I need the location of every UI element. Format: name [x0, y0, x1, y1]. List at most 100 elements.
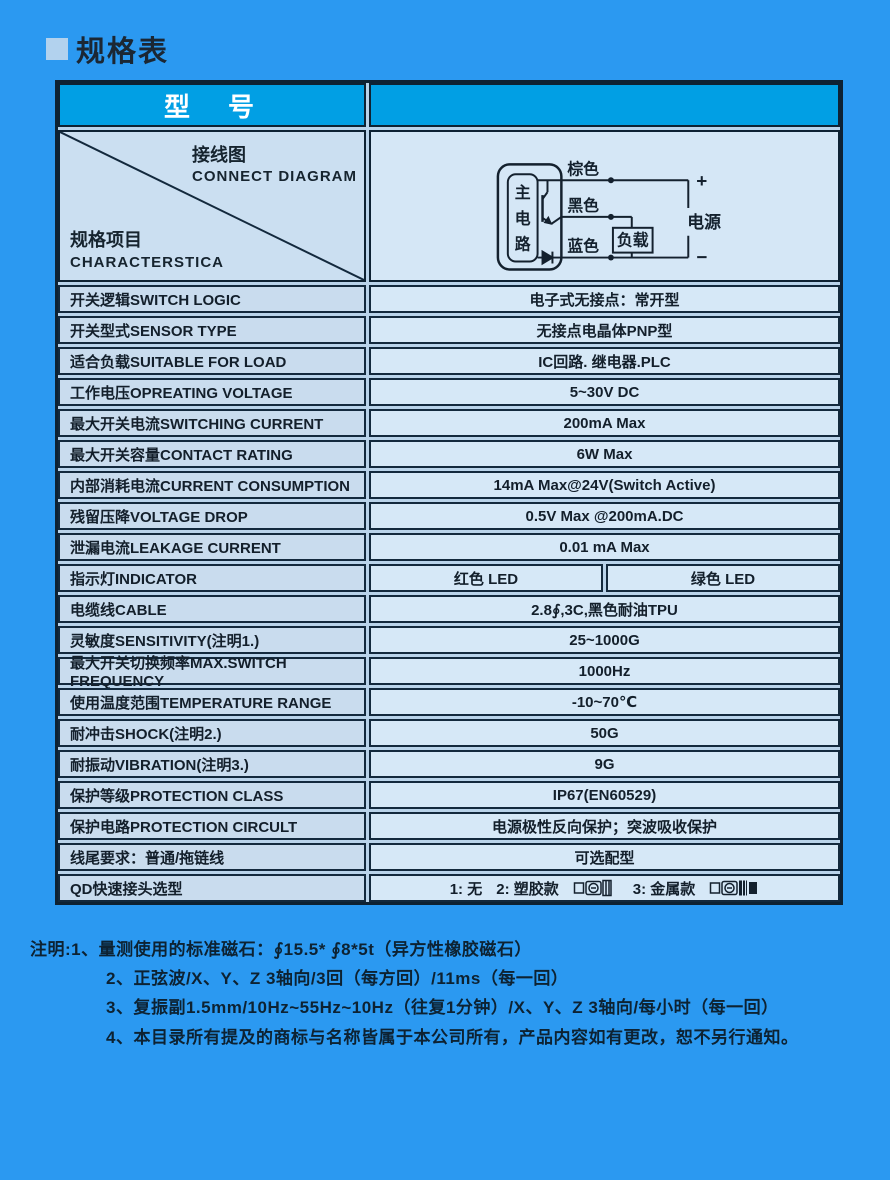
row-value: 200mA Max	[369, 409, 840, 437]
row-value: 5~30V DC	[369, 378, 840, 406]
row-value: 9G	[369, 750, 840, 778]
spec-table: 型 号 接线图 CONNECT DIAGRAM 规格项目 CHARACTERST…	[55, 80, 843, 905]
row-label: 最大开关切换频率MAX.SWITCH FREQUENCY	[58, 655, 366, 690]
row-value: 电子式无接点：常开型	[369, 285, 840, 313]
row-label: 保护等级PROTECTION CLASS	[58, 781, 366, 809]
diagram-row: 接线图 CONNECT DIAGRAM 规格项目 CHARACTERSTICA	[58, 130, 840, 282]
row-value: 50G	[369, 719, 840, 747]
qd-option: 1: 无	[449, 880, 483, 898]
title-square-icon	[46, 38, 68, 60]
row-label: 线尾要求：普通/拖链线	[58, 843, 366, 871]
table-row: 线尾要求：普通/拖链线 可选配型	[58, 843, 840, 871]
table-row: 保护电路PROTECTION CIRCULT 电源极性反向保护；突波吸收保护	[58, 812, 840, 840]
notes-block: 注明:1、量测使用的标准磁石：∮15.5* ∮8*5t（异方性橡胶磁石） 2、正…	[30, 935, 890, 1052]
row-value: 无接点电晶体PNP型	[369, 316, 840, 344]
corner-header-cell: 接线图 CONNECT DIAGRAM 规格项目 CHARACTERSTICA	[58, 130, 366, 282]
row-value: 红色 LED	[369, 564, 603, 592]
row-value: 1000Hz	[369, 657, 840, 685]
table-row: 适合负载SUITABLE FOR LOAD IC回路. 继电器.PLC	[58, 347, 840, 375]
row-value: 0.01 mA Max	[369, 533, 840, 561]
minus-terminal: −	[696, 247, 707, 268]
table-row: 耐振动VIBRATION(注明3.) 9G	[58, 750, 840, 778]
load-label: 负载	[617, 231, 649, 250]
row-value: IP67(EN60529)	[369, 781, 840, 809]
table-row: 最大开关电流SWITCHING CURRENT 200mA Max	[58, 409, 840, 437]
circuit-char-3: 路	[515, 235, 531, 254]
row-label: 开关型式SENSOR TYPE	[58, 316, 366, 344]
row-value: 可选配型	[369, 843, 840, 871]
connect-diagram-zh: 接线图	[192, 145, 246, 165]
table-row: 保护等级PROTECTION CLASS IP67(EN60529)	[58, 781, 840, 809]
row-value: 电源极性反向保护；突波吸收保护	[369, 812, 840, 840]
table-row: 泄漏电流LEAKAGE CURRENT 0.01 mA Max	[58, 533, 840, 561]
note-4: 4、本目录所有提及的商标与名称皆属于本公司所有，产品内容如有更改，恕不另行通知。	[106, 1027, 799, 1047]
spec-rows: 开关逻辑SWITCH LOGIC 电子式无接点：常开型 开关型式SENSOR TYP…	[58, 285, 840, 902]
characteristics-zh: 规格项目	[70, 230, 142, 251]
plus-terminal: +	[696, 170, 707, 191]
table-row: QD快速接头选型 1: 无 2: 塑胶款 3: 金属款	[58, 874, 840, 902]
diagonal-divider-line	[60, 132, 364, 280]
row-value: IC回路. 继电器.PLC	[369, 347, 840, 375]
row-label: 最大开关电流SWITCHING CURRENT	[58, 409, 366, 437]
row-label: 耐冲击SHOCK(注明2.)	[58, 719, 366, 747]
corner-connect-diagram-label: 接线图 CONNECT DIAGRAM	[192, 144, 357, 187]
row-label: 耐振动VIBRATION(注明3.)	[58, 750, 366, 778]
table-row: 电缆线CABLE 2.8∮,3C,黑色耐油TPU	[58, 595, 840, 623]
note-3: 3、复振副1.5mm/10Hz~55Hz~10Hz（往复1分钟）/X、Y、Z 3…	[106, 998, 779, 1018]
row-value: 0.5V Max @200mA.DC	[369, 502, 840, 530]
row-value: 6W Max	[369, 440, 840, 468]
row-label: 电缆线CABLE	[58, 595, 366, 623]
table-row: 残留压降VOLTAGE DROP 0.5V Max @200mA.DC	[58, 502, 840, 530]
table-row: 工作电压OPREATING VOLTAGE 5~30V DC	[58, 378, 840, 406]
table-row: 耐冲击SHOCK(注明2.) 50G	[58, 719, 840, 747]
row-value: 绿色 LED	[606, 564, 840, 592]
table-row: 开关型式SENSOR TYPE 无接点电晶体PNP型	[58, 316, 840, 344]
row-value: -10~70℃	[369, 688, 840, 716]
row-value: 14mA Max@24V(Switch Active)	[369, 471, 840, 499]
wiring-diagram: 主 电 路 棕色 黑色 蓝色 负载 电源 + −	[496, 159, 721, 271]
black-wire-label: 黑色	[567, 196, 599, 215]
model-header-cell: 型 号	[58, 83, 366, 127]
row-value: 2.8∮,3C,黑色耐油TPU	[369, 595, 840, 623]
row-label: 使用温度范围TEMPERATURE RANGE	[58, 688, 366, 716]
row-label: 指示灯INDICATOR	[58, 564, 366, 592]
power-label: 电源	[687, 212, 721, 232]
model-value-cell	[369, 83, 840, 127]
row-label: 残留压降VOLTAGE DROP	[58, 502, 366, 530]
row-label: 适合负载SUITABLE FOR LOAD	[58, 347, 366, 375]
table-header-row: 型 号	[58, 83, 840, 127]
qd-option: 2: 塑胶款	[496, 880, 559, 898]
wiring-diagram-cell: 主 电 路 棕色 黑色 蓝色 负载 电源 + −	[369, 130, 840, 282]
corner-characteristics-label: 规格项目 CHARACTERSTICA	[70, 229, 224, 272]
row-label: 保护电路PROTECTION CIRCULT	[58, 812, 366, 840]
main-circuit-inner-box	[506, 173, 539, 263]
table-row: 内部消耗电流CURRENT CONSUMPTION 14mA Max@24V(Sw…	[58, 471, 840, 499]
page-title: 规格表	[46, 28, 890, 70]
row-label: 内部消耗电流CURRENT CONSUMPTION	[58, 471, 366, 499]
characteristics-en: CHARACTERSTICA	[70, 253, 224, 271]
connect-diagram-en: CONNECT DIAGRAM	[192, 168, 357, 186]
row-label: 泄漏电流LEAKAGE CURRENT	[58, 533, 366, 561]
page-title-text: 规格表	[76, 36, 170, 68]
table-row: 灵敏度SENSITIVITY(注明1.) 25~1000G	[58, 626, 840, 654]
table-row: 开关逻辑SWITCH LOGIC 电子式无接点：常开型	[58, 285, 840, 313]
brown-wire-label: 棕色	[567, 159, 599, 178]
row-value: 25~1000G	[369, 626, 840, 654]
row-label: 最大开关容量CONTACT RATING	[58, 440, 366, 468]
note-1: 注明:1、量测使用的标准磁石：∮15.5* ∮8*5t（异方性橡胶磁石）	[30, 940, 532, 959]
load-box	[611, 226, 654, 254]
table-row: 最大开关容量CONTACT RATING 6W Max	[58, 440, 840, 468]
plastic-connector-icon	[573, 878, 619, 898]
table-row: 最大开关切换频率MAX.SWITCH FREQUENCY 1000Hz	[58, 655, 840, 690]
blue-wire-label: 蓝色	[567, 237, 599, 256]
row-value-qd: 1: 无 2: 塑胶款 3: 金属款	[369, 874, 840, 902]
metal-connector-icon	[709, 878, 759, 898]
row-label: 灵敏度SENSITIVITY(注明1.)	[58, 626, 366, 654]
circuit-char-1: 主	[515, 183, 531, 202]
row-label: 开关逻辑SWITCH LOGIC	[58, 285, 366, 313]
circuit-char-2: 电	[515, 209, 531, 228]
row-label: 工作电压OPREATING VOLTAGE	[58, 378, 366, 406]
table-row: 使用温度范围TEMPERATURE RANGE -10~70℃	[58, 688, 840, 716]
note-2: 2、正弦波/X、Y、Z 3轴向/3回（每方回）/11ms（每一回）	[106, 969, 569, 989]
table-row: 指示灯INDICATOR 红色 LED 绿色 LED	[58, 564, 840, 592]
